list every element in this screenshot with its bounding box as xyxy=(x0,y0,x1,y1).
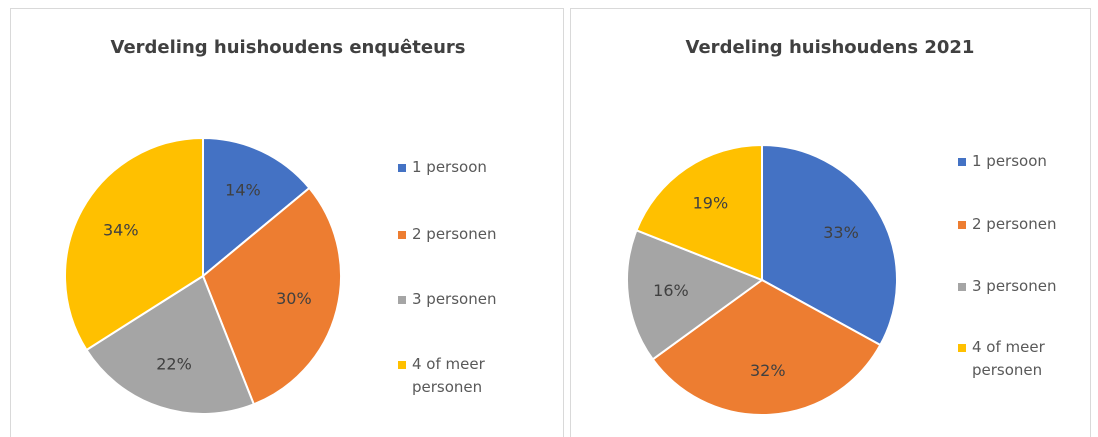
legend-item: 1 persoon xyxy=(972,152,1047,170)
legend-item: 2 personen xyxy=(972,215,1057,233)
data-label: 34% xyxy=(103,220,139,239)
chart-title: Verdeling huishoudens enquêteurs xyxy=(111,37,466,58)
legend-label: 3 personen xyxy=(972,277,1057,295)
data-label: 32% xyxy=(750,361,786,380)
data-label: 19% xyxy=(693,194,729,213)
data-label: 22% xyxy=(156,355,192,374)
pie-slice xyxy=(64,136,204,352)
pie-slice xyxy=(201,186,342,406)
data-label: 30% xyxy=(276,289,312,308)
legend-item: 4 of meer personen xyxy=(972,338,1045,379)
legend-item: 3 personen xyxy=(972,277,1057,295)
pie-slice xyxy=(761,143,898,347)
pie-slice xyxy=(202,136,311,279)
legend-swatch xyxy=(958,344,966,352)
legend-label: 2 personen xyxy=(412,225,497,243)
legend-item: 1 persoon xyxy=(412,158,487,176)
legend-label: 3 personen xyxy=(412,290,497,308)
legend-label: 2 personen xyxy=(972,215,1057,233)
legend-item: 2 personen xyxy=(412,225,497,243)
legend-item: 4 of meer personen xyxy=(412,355,485,396)
pie-slice xyxy=(635,143,763,282)
legend-label: 1 persoon xyxy=(972,152,1047,170)
legend-label: 1 persoon xyxy=(412,158,487,176)
legend-swatch xyxy=(958,283,966,291)
legend-swatch xyxy=(398,231,406,239)
legend-item: 3 personen xyxy=(412,290,497,308)
legend-swatch xyxy=(398,296,406,304)
data-label: 33% xyxy=(823,223,859,242)
pie-slice xyxy=(651,278,882,416)
pie-slice xyxy=(626,229,765,361)
chart-title: Verdeling huishoudens 2021 xyxy=(686,37,975,58)
legend-label: 4 of meer personen xyxy=(412,355,485,396)
data-label: 16% xyxy=(653,281,689,300)
legend-swatch xyxy=(958,221,966,229)
legend-swatch xyxy=(398,361,406,369)
data-label: 14% xyxy=(225,181,261,200)
legend-swatch xyxy=(958,158,966,166)
pie-slice xyxy=(85,274,256,415)
legend-swatch xyxy=(398,164,406,172)
legend-label: 4 of meer personen xyxy=(972,338,1045,379)
